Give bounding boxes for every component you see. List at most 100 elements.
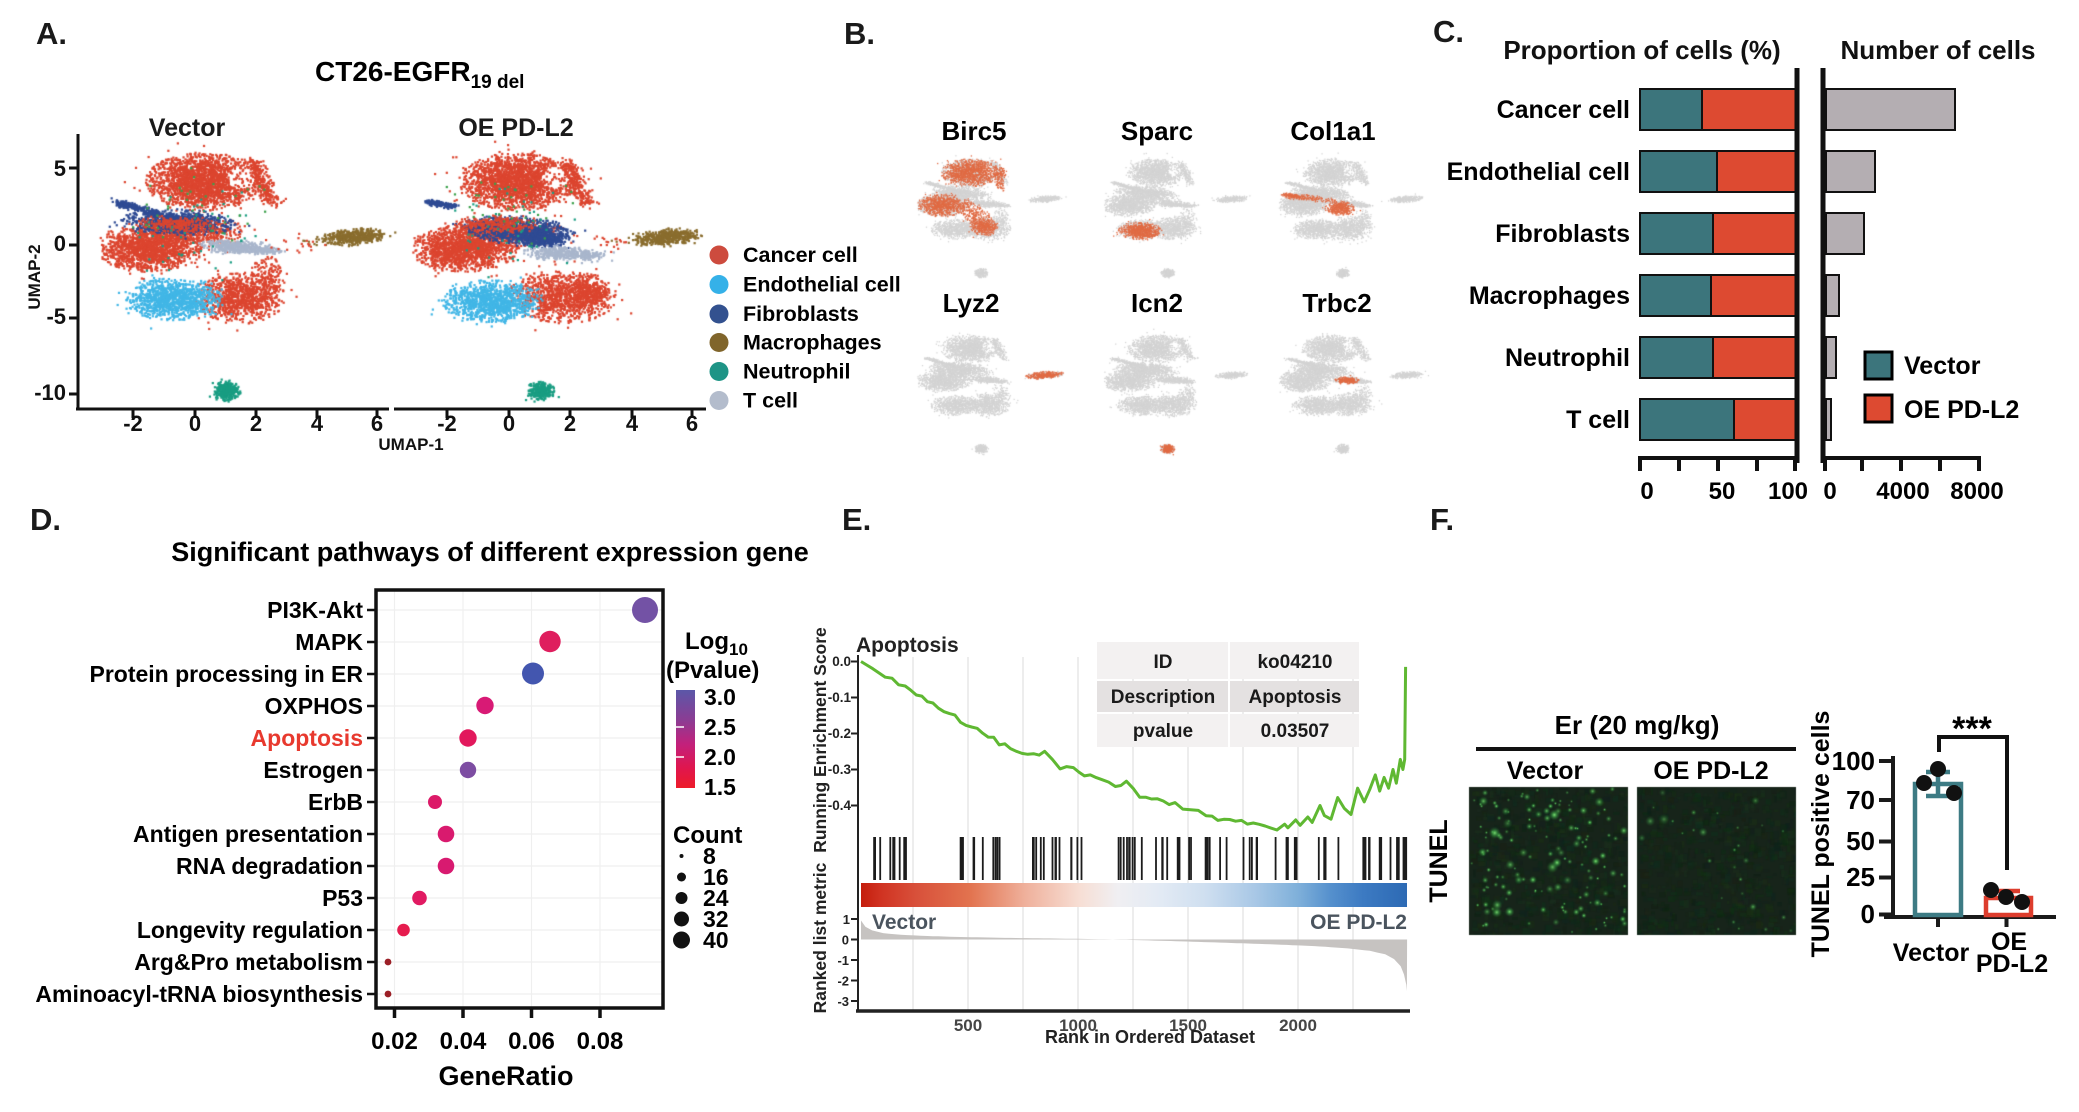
svg-text:Cancer cell: Cancer cell (1497, 96, 1630, 124)
svg-text:Vector: Vector (149, 114, 226, 142)
svg-text:-1: -1 (837, 953, 849, 968)
svg-text:Proportion of cells (%): Proportion of cells (%) (1503, 35, 1780, 65)
svg-text:Sparc: Sparc (1121, 116, 1193, 146)
svg-text:0.08: 0.08 (577, 1028, 624, 1055)
svg-text:ID: ID (1154, 652, 1173, 673)
svg-text:0: 0 (54, 231, 66, 256)
svg-text:0: 0 (189, 411, 201, 436)
svg-text:ErbB: ErbB (308, 789, 363, 815)
svg-text:Rank in Ordered Dataset: Rank in Ordered Dataset (1045, 1027, 1255, 1047)
svg-text:Number of cells: Number of cells (1840, 35, 2035, 65)
svg-text:Vector: Vector (1904, 352, 1981, 380)
svg-text:6: 6 (686, 411, 698, 436)
svg-text:16: 16 (703, 864, 729, 890)
svg-text:Icn2: Icn2 (1131, 288, 1183, 318)
svg-text:2.0: 2.0 (704, 744, 736, 770)
svg-text:2000: 2000 (1279, 1016, 1317, 1035)
svg-text:-2: -2 (437, 411, 457, 436)
svg-text:Neutrophil: Neutrophil (1505, 344, 1630, 372)
svg-text:0.0: 0.0 (832, 654, 851, 669)
svg-text:Apoptosis: Apoptosis (1249, 687, 1342, 708)
svg-text:Lyz2: Lyz2 (943, 288, 1000, 318)
svg-text:0: 0 (1861, 899, 1875, 929)
svg-text:1500: 1500 (1169, 1016, 1207, 1035)
svg-text:E.: E. (842, 502, 871, 537)
svg-text:25: 25 (1846, 862, 1875, 892)
svg-text:TUNEL positive cells: TUNEL positive cells (1807, 711, 1835, 958)
svg-text:0.04: 0.04 (440, 1028, 487, 1055)
svg-text:0: 0 (1823, 478, 1836, 505)
svg-text:-0.3: -0.3 (828, 762, 852, 777)
svg-text:0: 0 (1640, 478, 1653, 505)
svg-text:8000: 8000 (1950, 478, 2003, 505)
svg-text:(Pvalue): (Pvalue) (666, 657, 759, 684)
svg-text:-0.2: -0.2 (828, 726, 851, 741)
svg-text:PI3K-Akt: PI3K-Akt (267, 597, 363, 623)
svg-text:Vector: Vector (1893, 939, 1970, 967)
svg-text:50: 50 (1846, 826, 1875, 856)
svg-text:pvalue: pvalue (1133, 721, 1193, 742)
svg-text:OE: OE (1991, 928, 2027, 956)
svg-text:Protein processing in ER: Protein processing in ER (90, 661, 364, 687)
svg-text:Fibroblasts: Fibroblasts (743, 302, 859, 326)
svg-text:OE PD-L2: OE PD-L2 (1904, 396, 2019, 424)
svg-text:5: 5 (54, 156, 66, 181)
svg-text:Neutrophil: Neutrophil (743, 360, 851, 384)
svg-text:UMAP-1: UMAP-1 (378, 435, 443, 454)
svg-text:C.: C. (1433, 14, 1464, 49)
svg-text:100: 100 (1768, 478, 1808, 505)
svg-text:70: 70 (1846, 785, 1875, 815)
svg-text:50: 50 (1709, 478, 1736, 505)
svg-text:Vector: Vector (1507, 757, 1584, 785)
svg-text:Count: Count (673, 822, 742, 849)
svg-text:***: *** (1952, 710, 1992, 748)
svg-text:Vector: Vector (872, 911, 936, 934)
svg-text:Trbc2: Trbc2 (1302, 288, 1371, 318)
svg-text:Ranked list metric: Ranked list metric (810, 862, 830, 1013)
svg-text:0: 0 (842, 933, 849, 948)
svg-text:Endothelial cell: Endothelial cell (743, 273, 901, 297)
svg-text:2: 2 (250, 411, 262, 436)
svg-text:Antigen presentation: Antigen presentation (133, 821, 363, 847)
svg-text:Arg&Pro metabolism: Arg&Pro metabolism (134, 949, 363, 975)
svg-text:Cancer cell: Cancer cell (743, 243, 858, 267)
svg-text:GeneRatio: GeneRatio (438, 1061, 573, 1091)
svg-text:3.0: 3.0 (704, 684, 736, 710)
svg-text:ko04210: ko04210 (1257, 652, 1332, 673)
svg-text:8: 8 (703, 843, 716, 869)
svg-text:100: 100 (1832, 746, 1875, 776)
svg-text:Col1a1: Col1a1 (1290, 116, 1375, 146)
svg-text:D.: D. (30, 502, 61, 537)
svg-text:Running Enrichment Score: Running Enrichment Score (810, 627, 830, 853)
svg-text:T cell: T cell (1566, 406, 1630, 434)
svg-text:T cell: T cell (743, 389, 798, 413)
svg-text:0: 0 (503, 411, 515, 436)
svg-text:2.5: 2.5 (704, 714, 736, 740)
svg-text:Aminoacyl-tRNA biosynthesis: Aminoacyl-tRNA biosynthesis (35, 981, 363, 1007)
svg-text:24: 24 (703, 885, 729, 911)
svg-text:32: 32 (703, 906, 729, 932)
svg-text:-5: -5 (46, 304, 66, 329)
svg-text:Macrophages: Macrophages (743, 331, 882, 355)
svg-text:P53: P53 (322, 885, 363, 911)
svg-text:Apoptosis: Apoptosis (251, 725, 363, 751)
svg-text:4: 4 (626, 411, 639, 436)
svg-text:Endothelial cell: Endothelial cell (1447, 158, 1630, 186)
svg-text:1.5: 1.5 (704, 774, 736, 800)
svg-text:OE PD-L2: OE PD-L2 (1653, 757, 1768, 785)
svg-text:-2: -2 (123, 411, 143, 436)
svg-text:F.: F. (1430, 502, 1454, 537)
svg-text:PD-L2: PD-L2 (1976, 950, 2048, 978)
svg-text:Significant pathways of differ: Significant pathways of different expres… (171, 537, 809, 567)
svg-text:Apoptosis: Apoptosis (856, 634, 959, 657)
svg-text:-10: -10 (34, 380, 66, 405)
svg-text:MAPK: MAPK (295, 629, 363, 655)
svg-text:-0.4: -0.4 (828, 798, 852, 813)
svg-text:4000: 4000 (1876, 478, 1929, 505)
svg-text:2: 2 (564, 411, 576, 436)
svg-text:B.: B. (844, 16, 875, 51)
svg-text:4: 4 (311, 411, 324, 436)
svg-text:0.06: 0.06 (508, 1028, 555, 1055)
svg-text:Macrophages: Macrophages (1469, 282, 1630, 310)
svg-text:40: 40 (703, 927, 729, 953)
